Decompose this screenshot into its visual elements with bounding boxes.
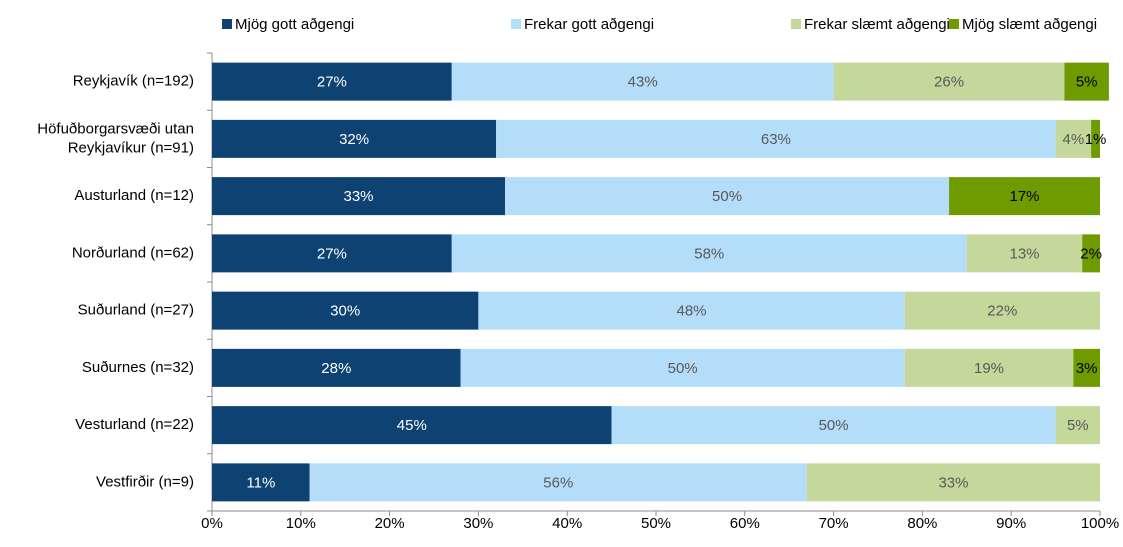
bar-segment — [212, 463, 310, 502]
data-label: 1% — [1085, 131, 1107, 148]
bar-segment — [949, 177, 1100, 216]
bar-segment — [966, 234, 1083, 273]
bar-segment — [806, 463, 1100, 502]
bar-segment — [451, 234, 967, 273]
legend-swatch — [511, 19, 521, 29]
legend-label: Frekar gott aðgengi — [524, 16, 654, 33]
data-label: 5% — [1067, 417, 1089, 434]
x-tick-label: 100% — [1081, 515, 1119, 532]
y-tick-label: Suðurnes (n=32) — [82, 359, 194, 376]
data-label: 50% — [819, 417, 849, 434]
x-tick-label: 40% — [552, 515, 582, 532]
data-label: 32% — [339, 131, 369, 148]
data-label: 50% — [712, 188, 742, 205]
data-label: 56% — [543, 474, 573, 491]
bar-segment — [611, 406, 1056, 445]
x-tick-label: 0% — [201, 515, 223, 532]
data-label: 58% — [694, 245, 724, 262]
bar-segment — [505, 177, 950, 216]
data-label: 43% — [628, 74, 658, 91]
bar-segment — [1082, 234, 1100, 273]
data-label: 3% — [1076, 360, 1098, 377]
x-tick-label: 70% — [819, 515, 849, 532]
bar-segment — [212, 177, 506, 216]
y-tick-label: Austurland (n=12) — [74, 187, 194, 204]
bar-segment — [212, 348, 461, 387]
data-label: 5% — [1076, 74, 1098, 91]
x-tick-label: 80% — [907, 515, 937, 532]
legend-label: Frekar slæmt aðgengi — [804, 16, 950, 33]
data-label: 11% — [246, 474, 275, 491]
y-tick-label: Norðurland (n=62) — [72, 244, 194, 261]
data-label: 27% — [317, 245, 347, 262]
data-label: 50% — [668, 360, 698, 377]
x-tick-label: 90% — [996, 515, 1026, 532]
bar-segment — [212, 62, 452, 101]
data-label: 33% — [938, 474, 968, 491]
legend-swatch — [222, 19, 232, 29]
bar-segment — [1055, 119, 1092, 158]
bar-segment — [309, 463, 807, 502]
bar-segment — [212, 119, 497, 158]
bar-segment — [1091, 119, 1100, 158]
data-label: 33% — [344, 188, 374, 205]
legend-swatch — [949, 19, 959, 29]
data-label: 30% — [330, 303, 360, 320]
data-label: 22% — [987, 303, 1017, 320]
x-tick-label: 50% — [641, 515, 671, 532]
bar-segment — [1073, 348, 1100, 387]
x-tick-label: 30% — [463, 515, 493, 532]
legend-label: Mjög slæmt aðgengi — [962, 16, 1097, 33]
bar-segment — [904, 291, 1100, 330]
y-tick-label: Reykjavík (n=192) — [73, 73, 194, 90]
x-tick-label: 20% — [375, 515, 405, 532]
bar-segment — [451, 62, 834, 101]
data-label: 2% — [1080, 245, 1102, 262]
legend-swatch — [791, 19, 801, 29]
bar-segment — [833, 62, 1065, 101]
data-label: 63% — [761, 131, 791, 148]
data-label: 19% — [974, 360, 1004, 377]
y-tick-label: Vesturland (n=22) — [75, 416, 194, 433]
bar-segment — [212, 291, 479, 330]
bar-segment — [904, 348, 1074, 387]
bar-segment — [496, 119, 1056, 158]
data-label: 27% — [317, 74, 347, 91]
data-label: 28% — [321, 360, 351, 377]
data-label: 4% — [1063, 131, 1085, 148]
bar-segment — [212, 406, 612, 445]
bar-segment — [460, 348, 905, 387]
x-tick-label: 60% — [730, 515, 760, 532]
y-tick-label: Höfuðborgarsvæði utan Reykjavíkur (n=91) — [37, 120, 194, 156]
data-label: 26% — [934, 74, 964, 91]
data-label: 45% — [397, 417, 427, 434]
bar-segment — [212, 234, 452, 273]
y-tick-label: Suðurland (n=27) — [78, 302, 194, 319]
bar-segment — [1064, 62, 1109, 101]
bar-segment — [1055, 406, 1100, 445]
bar-segment — [478, 291, 905, 330]
x-tick-label: 10% — [286, 515, 316, 532]
data-label: 17% — [1010, 188, 1040, 205]
legend-label: Mjög gott aðgengi — [235, 16, 354, 33]
data-label: 48% — [677, 303, 707, 320]
y-tick-label: Vestfirðir (n=9) — [96, 473, 194, 490]
data-label: 13% — [1010, 245, 1040, 262]
